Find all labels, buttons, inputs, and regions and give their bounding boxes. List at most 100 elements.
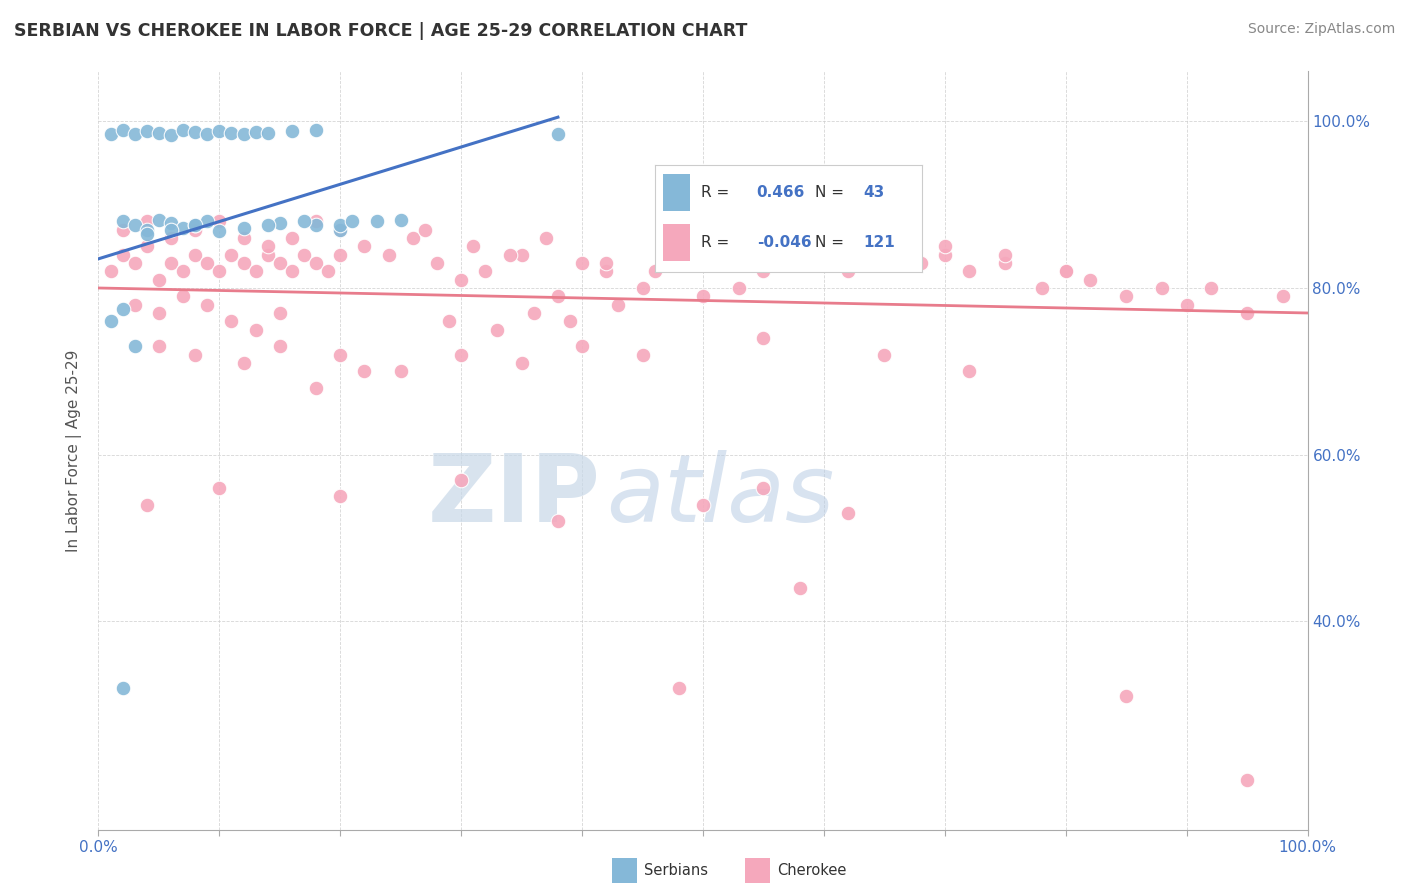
Point <box>595 264 617 278</box>
Point <box>1199 281 1222 295</box>
Point <box>100 264 122 278</box>
Text: Cherokee: Cherokee <box>778 863 846 878</box>
Point <box>208 264 231 278</box>
Point <box>752 481 775 495</box>
Point <box>124 339 146 353</box>
Point <box>1236 306 1258 320</box>
Point <box>1115 289 1137 303</box>
Point <box>1152 281 1174 295</box>
Text: 43: 43 <box>863 185 884 200</box>
Point <box>135 222 157 236</box>
Bar <box>664 224 690 261</box>
Point <box>124 256 146 270</box>
Text: 0.466: 0.466 <box>756 185 806 200</box>
Point <box>789 581 811 595</box>
Point <box>111 214 134 228</box>
Point <box>135 239 157 253</box>
Point <box>389 364 412 378</box>
Point <box>1054 264 1077 278</box>
Point <box>208 214 231 228</box>
Point <box>873 231 896 245</box>
Point <box>994 247 1017 261</box>
Point <box>195 256 218 270</box>
Point <box>148 306 170 320</box>
Point <box>837 506 859 520</box>
Bar <box>664 174 690 211</box>
Point <box>245 125 267 139</box>
Point <box>221 314 243 328</box>
Point <box>111 247 134 261</box>
Point <box>692 256 714 270</box>
Point <box>256 219 278 233</box>
Point <box>269 306 291 320</box>
Point <box>184 125 207 139</box>
Point <box>934 247 956 261</box>
Point <box>534 231 557 245</box>
Point <box>523 306 546 320</box>
Point <box>329 489 352 503</box>
Point <box>111 122 134 136</box>
Point <box>148 339 170 353</box>
Point <box>160 216 183 230</box>
Point <box>329 222 352 236</box>
Point <box>957 364 980 378</box>
Point <box>195 298 218 312</box>
Point <box>160 128 183 142</box>
Point <box>353 364 375 378</box>
Point <box>305 214 328 228</box>
Point <box>232 356 254 370</box>
Point <box>148 212 170 227</box>
Point <box>172 289 194 303</box>
Point <box>1236 772 1258 787</box>
Point <box>184 222 207 236</box>
Point <box>100 314 122 328</box>
Point <box>631 348 654 362</box>
Point <box>547 514 569 528</box>
Point <box>994 256 1017 270</box>
Point <box>510 247 533 261</box>
Point <box>305 256 328 270</box>
Point <box>837 264 859 278</box>
Point <box>172 264 194 278</box>
Text: SERBIAN VS CHEROKEE IN LABOR FORCE | AGE 25-29 CORRELATION CHART: SERBIAN VS CHEROKEE IN LABOR FORCE | AGE… <box>14 22 748 40</box>
Point <box>232 256 254 270</box>
Text: atlas: atlas <box>606 450 835 541</box>
Point <box>256 126 278 140</box>
Point <box>413 222 436 236</box>
Point <box>232 221 254 235</box>
Point <box>486 323 509 337</box>
Point <box>607 298 630 312</box>
Point <box>160 231 183 245</box>
Point <box>463 239 485 253</box>
Point <box>558 314 581 328</box>
Point <box>1175 298 1198 312</box>
Point <box>305 219 328 233</box>
Point <box>547 127 569 141</box>
Point <box>221 247 243 261</box>
Text: 121: 121 <box>863 235 896 250</box>
Point <box>135 214 157 228</box>
Point <box>402 231 425 245</box>
Point <box>316 264 339 278</box>
Point <box>366 214 388 228</box>
Point <box>1115 690 1137 704</box>
Point <box>135 124 157 138</box>
Point <box>184 218 207 232</box>
Point <box>245 323 267 337</box>
Point <box>329 247 352 261</box>
Point <box>752 331 775 345</box>
Point <box>195 127 218 141</box>
Point <box>281 124 304 138</box>
Point <box>160 256 183 270</box>
Point <box>510 356 533 370</box>
Point <box>668 681 690 695</box>
Point <box>450 348 472 362</box>
Point <box>172 221 194 235</box>
Point <box>195 213 218 227</box>
Point <box>1031 281 1053 295</box>
Point <box>668 247 690 261</box>
Point <box>934 239 956 253</box>
Point <box>910 256 932 270</box>
Point <box>292 214 315 228</box>
Point <box>245 264 267 278</box>
